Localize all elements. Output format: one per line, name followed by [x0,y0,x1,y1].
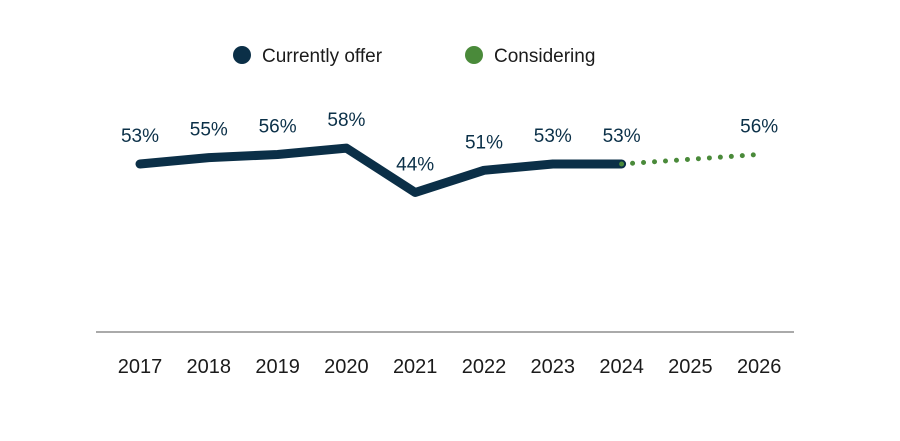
x-tick-label-2019: 2019 [255,356,300,378]
x-tick-label-2021: 2021 [393,356,438,378]
series-line-considering [619,152,762,167]
legend-label-currently-offer: Currently offer [262,46,383,67]
data-labels: 53% 55% 56% 58% 44% 51% 53% 53% 56% [121,110,778,175]
data-label-currently-offer-2023: 53% [534,126,572,147]
x-tick-label-2025: 2025 [668,356,713,378]
legend-marker-currently-offer [233,46,251,64]
data-label-currently-offer-2018: 55% [190,120,228,141]
x-axis-ticks: 2017 2018 2019 2020 2021 2022 2023 2024 2025 2026 [118,356,782,378]
data-label-currently-offer-2024: 53% [603,126,641,147]
x-tick-label-2020: 2020 [324,356,369,378]
x-tick-label-2026: 2026 [737,356,782,378]
legend: Currently offer Considering [233,46,595,67]
data-label-currently-offer-2019: 56% [259,116,297,137]
data-label-currently-offer-2017: 53% [121,126,159,147]
x-tick-label-2018: 2018 [187,356,232,378]
x-tick-label-2024: 2024 [599,356,644,378]
data-label-currently-offer-2022: 51% [465,132,503,153]
x-tick-label-2022: 2022 [462,356,507,378]
legend-label-considering: Considering [494,46,595,67]
data-label-considering-2026: 56% [740,116,778,137]
series-line-currently-offer [135,143,627,197]
x-tick-label-2023: 2023 [531,356,576,378]
data-label-currently-offer-2021: 44% [396,155,434,176]
series-lines [135,143,762,197]
data-label-currently-offer-2020: 58% [327,110,365,131]
x-tick-label-2017: 2017 [118,356,163,378]
legend-marker-considering [465,46,483,64]
